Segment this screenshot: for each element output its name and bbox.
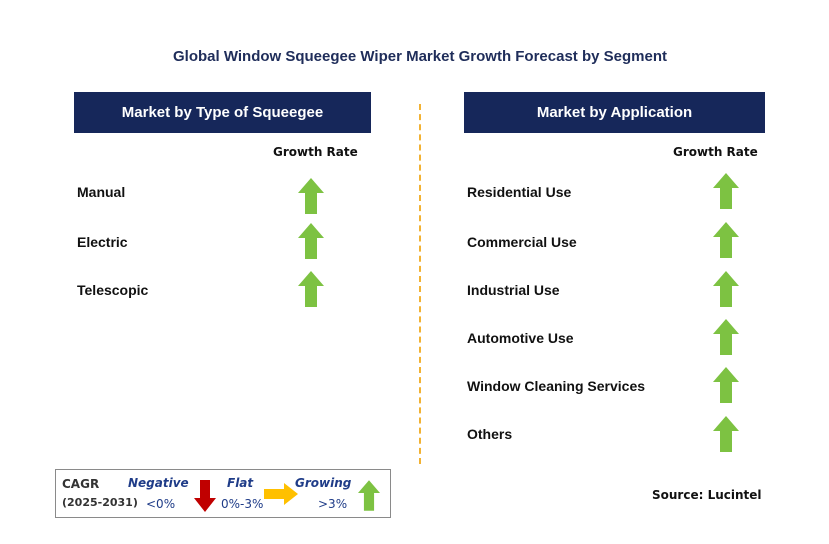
panel-divider xyxy=(419,104,421,464)
application-item-label: Automotive Use xyxy=(467,330,574,346)
legend-negative-range: <0% xyxy=(146,497,176,511)
application-item-label: Others xyxy=(467,426,513,442)
legend-flat-range: 0%-3% xyxy=(221,497,264,511)
application-item-label: Commercial Use xyxy=(467,234,577,250)
application-panel-header: Market by Application xyxy=(464,92,765,133)
type-item-label: Manual xyxy=(77,184,126,200)
growing-arrow-icon xyxy=(298,178,324,214)
legend-negative-label: Negative xyxy=(128,476,189,490)
type-growth-rate-label: Growth Rate xyxy=(273,145,358,159)
growing-arrow-icon xyxy=(713,222,739,258)
flat-arrow-icon xyxy=(264,483,298,505)
growing-arrow-icon xyxy=(713,271,739,307)
growing-arrow-icon xyxy=(713,319,739,355)
application-item-label: Residential Use xyxy=(467,184,572,200)
growing-arrow-icon xyxy=(713,173,739,209)
growing-arrow-icon xyxy=(713,367,739,403)
type-item-label: Electric xyxy=(77,234,128,250)
growing-arrow-icon xyxy=(713,416,739,452)
legend-cagr-label: CAGR xyxy=(62,477,100,491)
growing-arrow-icon xyxy=(358,480,380,511)
application-growth-rate-label: Growth Rate xyxy=(673,145,758,159)
legend-growing-range: >3% xyxy=(318,497,348,511)
application-item-label: Industrial Use xyxy=(467,282,560,298)
cagr-legend: CAGR (2025-2031) Negative <0% Flat 0%-3%… xyxy=(55,469,391,518)
type-item-label: Telescopic xyxy=(77,282,149,298)
growing-arrow-icon xyxy=(298,223,324,259)
legend-period-label: (2025-2031) xyxy=(62,496,138,509)
negative-arrow-icon xyxy=(194,480,216,512)
application-item-label: Window Cleaning Services xyxy=(467,378,646,394)
type-panel-header: Market by Type of Squeegee xyxy=(74,92,371,133)
growing-arrow-icon xyxy=(298,271,324,307)
legend-flat-label: Flat xyxy=(227,476,254,490)
chart-title: Global Window Squeegee Wiper Market Grow… xyxy=(173,48,667,65)
source-label: Source: Lucintel xyxy=(652,488,762,502)
legend-growing-label: Growing xyxy=(295,476,352,490)
